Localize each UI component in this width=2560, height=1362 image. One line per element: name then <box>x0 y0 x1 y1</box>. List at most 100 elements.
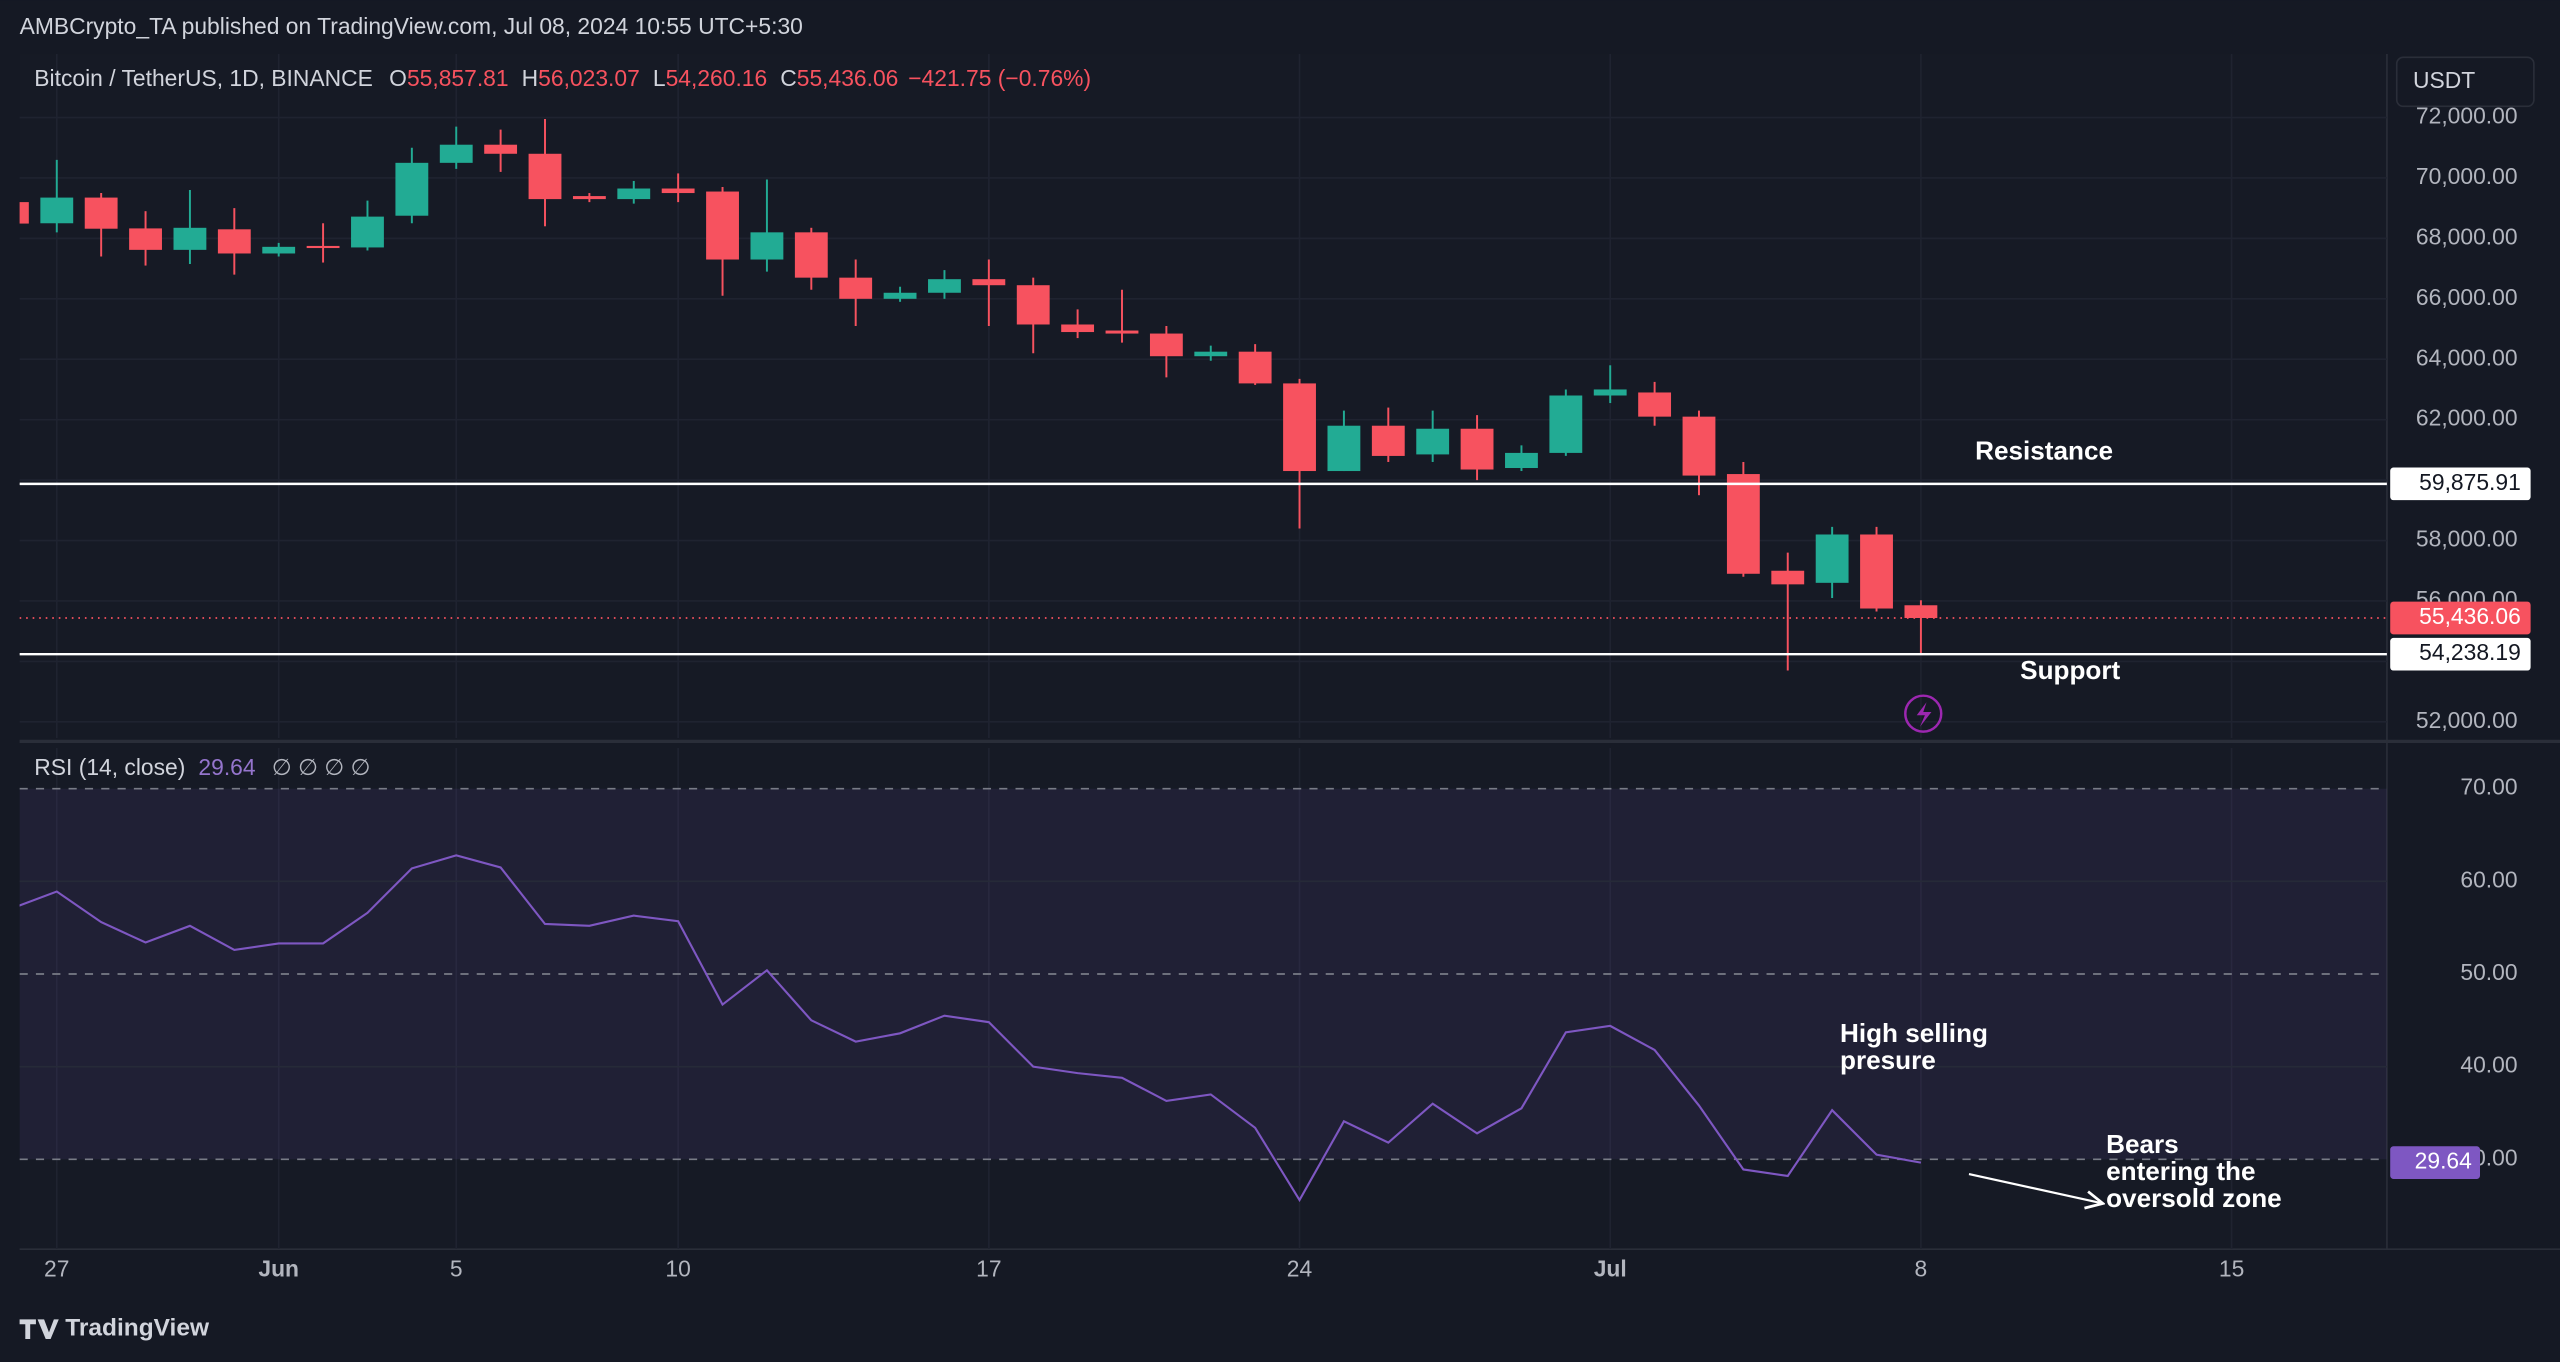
candle-body <box>794 232 828 278</box>
candle-body <box>617 188 651 200</box>
y-tick-label: 70.00 <box>2460 774 2517 800</box>
plot-area <box>19 54 2387 1250</box>
candle-body <box>1904 605 1938 619</box>
candle-body <box>306 245 340 249</box>
candle-body <box>1505 452 1538 469</box>
candle-body <box>1016 285 1050 325</box>
candle-body <box>40 197 74 224</box>
level-tag-label: 59,875.91 <box>2419 469 2521 495</box>
candle-body <box>1371 425 1405 456</box>
level-annotation: Resistance <box>1975 436 2113 466</box>
event-icon[interactable] <box>1904 694 1943 733</box>
legend-key: H <box>522 65 539 91</box>
rsi-line <box>19 854 1922 1203</box>
y-tick-label: 58,000.00 <box>2416 526 2518 552</box>
rsi-legend-value: 29.64 <box>198 754 255 780</box>
candle-body <box>1238 351 1272 384</box>
level-tag <box>2390 637 2531 671</box>
x-tick-label: 27 <box>44 1255 69 1281</box>
candle-body <box>1283 383 1316 472</box>
x-tick-label: 10 <box>665 1255 690 1281</box>
rsi-pane <box>19 747 2387 1250</box>
currency-label: USDT <box>2413 67 2475 93</box>
candle-body <box>19 202 29 224</box>
annotation: High selling <box>1840 1018 1988 1048</box>
y-tick-label: 62,000.00 <box>2416 405 2518 431</box>
candle-body <box>173 227 207 250</box>
candle-body <box>129 228 162 250</box>
currency-button[interactable] <box>2395 56 2535 108</box>
candle-body <box>883 292 917 299</box>
legend-change: −421.75 (−0.76%) <box>908 65 1091 91</box>
y-tick-label: 70,000.00 <box>2416 163 2518 189</box>
candle-body <box>1549 395 1583 453</box>
brand-logo <box>19 1319 59 1339</box>
annotation: oversold zone <box>2106 1183 2282 1213</box>
annotation: entering the <box>2106 1156 2255 1186</box>
level-annotation: Support <box>2020 655 2120 685</box>
candle-body <box>1860 534 1893 609</box>
candle-body <box>1327 425 1361 472</box>
annotation-arrow <box>1968 1173 2103 1203</box>
candle-body <box>1771 570 1805 585</box>
legend: Bitcoin / TetherUS, 1D, BINANCE O55,857.8… <box>34 65 1091 91</box>
x-tick-label: 17 <box>976 1255 1001 1281</box>
candle-body <box>1815 534 1849 583</box>
candle-body <box>972 279 1006 286</box>
x-tick-label: 24 <box>1287 1255 1313 1281</box>
candle-body <box>84 197 118 229</box>
candle-body <box>1194 351 1228 357</box>
event-bolt <box>1916 702 1932 727</box>
x-tick-label: Jun <box>258 1255 299 1281</box>
legend-key: L <box>653 65 666 91</box>
candle-body <box>572 196 606 200</box>
candle-body <box>839 277 873 299</box>
legend-value: 54,260.16 <box>666 65 768 91</box>
candle-body <box>1682 416 1716 476</box>
rsi-legend-icons: ∅ ∅ ∅ ∅ <box>272 754 371 780</box>
y-tick-label: 68,000.00 <box>2416 223 2518 249</box>
legend-value: 55,436.06 <box>797 65 899 91</box>
last-price-label: 55,436.06 <box>2419 603 2521 629</box>
rsi-tag <box>2390 1146 2480 1179</box>
last-price-tag <box>2390 601 2531 635</box>
candle-body <box>706 191 739 260</box>
y-tick-label: 64,000.00 <box>2416 344 2518 370</box>
candle-body <box>1061 324 1095 333</box>
candle-body <box>1416 428 1450 455</box>
price-pane <box>19 54 2387 739</box>
y-tick-label: 40.00 <box>2460 1052 2517 1078</box>
candle-body <box>750 232 784 260</box>
candle-body <box>1593 389 1627 396</box>
legend-title: Bitcoin / TetherUS, 1D, BINANCE <box>34 65 373 91</box>
legend-key: O <box>389 65 407 91</box>
candle-body <box>395 162 429 216</box>
candle-body <box>1149 333 1183 357</box>
legend-key: C <box>780 65 797 91</box>
legend-value: 56,023.07 <box>538 65 640 91</box>
annotation: Bears <box>2106 1129 2179 1159</box>
rsi-legend: RSI (14, close) 29.64 ∅ ∅ ∅ ∅ <box>34 754 370 780</box>
candle-body <box>1460 428 1494 470</box>
x-tick-label: 5 <box>450 1255 463 1281</box>
y-tick-label: 60.00 <box>2460 866 2517 892</box>
x-tick-label: 8 <box>1915 1255 1928 1281</box>
candle-body <box>1105 330 1139 334</box>
y-tick-label: 52,000.00 <box>2416 707 2518 733</box>
candle-body <box>528 153 562 200</box>
annotation: presure <box>1840 1045 1936 1075</box>
rsi-legend-title: RSI (14, close) <box>34 754 185 780</box>
level-tag <box>2390 467 2531 501</box>
brand: TradingView <box>65 1315 210 1342</box>
candle-body <box>217 229 251 254</box>
candle-body <box>928 279 961 293</box>
x-tick-label: 15 <box>2219 1255 2244 1281</box>
candle-body <box>262 246 296 254</box>
candle-body <box>1638 392 1672 417</box>
y-tick-label: 66,000.00 <box>2416 284 2518 310</box>
x-tick-label: Jul <box>1594 1255 1627 1281</box>
candle-body <box>661 188 695 194</box>
legend-value: 55,857.81 <box>407 65 509 91</box>
